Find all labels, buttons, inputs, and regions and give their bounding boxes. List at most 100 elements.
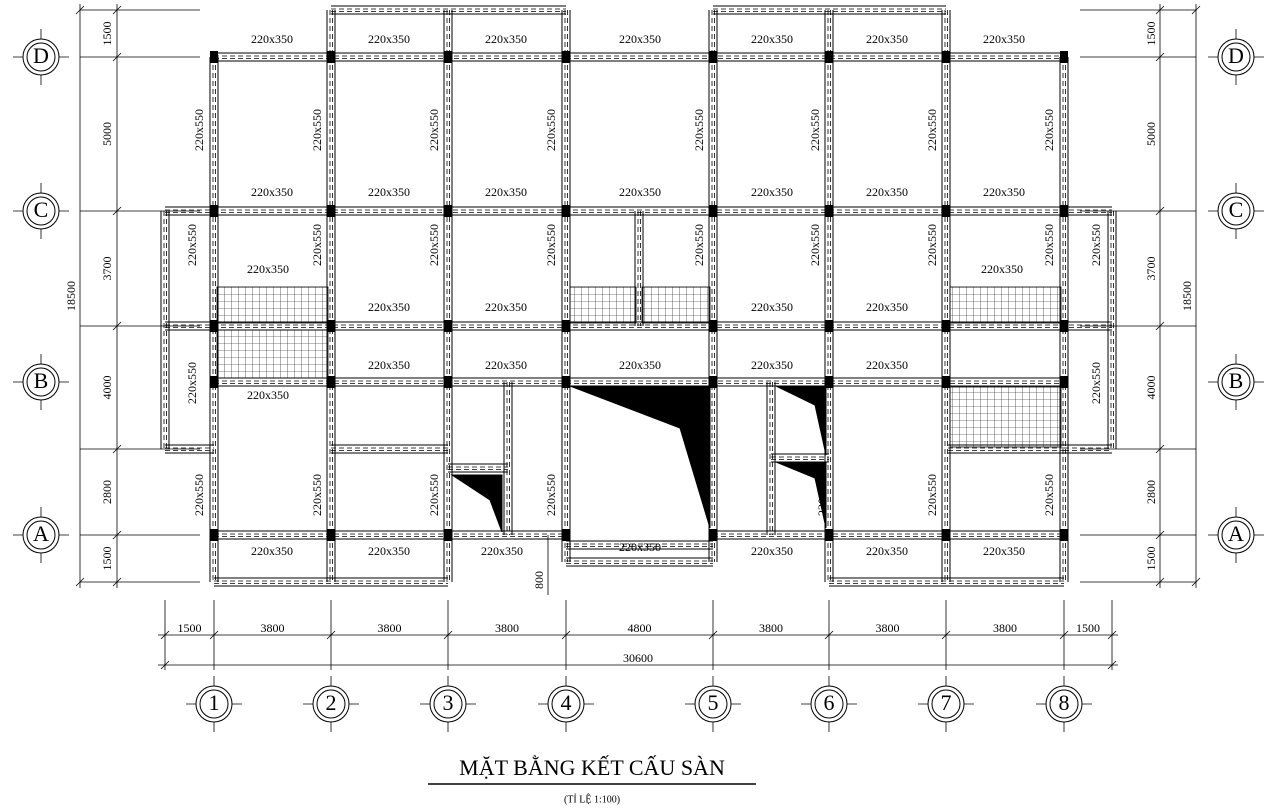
axis-label: D [1228,43,1244,68]
beam-axis [638,211,641,326]
dim-label: 30600 [623,651,653,665]
beam-label: 220x350 [866,358,908,372]
column [444,320,452,332]
column [825,51,833,63]
axis-label: C [1229,197,1244,222]
dim-label: 3800 [495,621,519,635]
dim-label: 3800 [378,621,402,635]
dim-label: 4800 [628,621,652,635]
beam-axis [712,57,715,535]
dim-label: 2800 [100,480,114,504]
beam-axis [1063,535,1066,582]
beam-label: 220x550 [544,474,558,516]
beam-label: 220x550 [808,109,822,151]
dim-label: 4000 [100,376,114,400]
axis-label: 6 [824,690,835,715]
beam-axis [829,581,1064,584]
beam-label: 220x550 [925,109,939,151]
beam-label: 220x550 [925,224,939,266]
beam [825,535,833,582]
beam-label: 220x350 [751,32,793,46]
column [562,376,570,388]
beam [942,535,950,582]
beam-label: 220x350 [619,540,661,554]
dim-label: 3800 [261,621,285,635]
beam-label: 220x350 [619,185,661,199]
beam-axis [447,10,450,57]
beam-label: 220x550 [1089,362,1103,404]
column [327,529,335,541]
beam-label: 220x350 [619,32,661,46]
beam [444,535,452,582]
opening [452,475,502,532]
axis-label: A [33,521,49,546]
axis-label: B [34,368,49,393]
beam-label: 220x550 [1042,224,1056,266]
dim-label: 18500 [1180,281,1194,311]
beam-label: 220x350 [251,544,293,558]
beam [504,382,512,535]
column [210,320,218,332]
column [942,320,950,332]
slab-hatch [217,287,328,323]
dim-label: 1500 [1144,22,1158,46]
dim-label: 1500 [178,621,202,635]
beam-axis [771,457,829,460]
axis-label: D [33,43,49,68]
slab-hatch [642,287,710,323]
dim-label: 3700 [1144,257,1158,281]
beam-label: 220x550 [544,109,558,151]
column [942,376,950,388]
beam [210,535,218,582]
column [825,320,833,332]
axis-label: C [34,197,49,222]
beam-label: 220x350 [751,185,793,199]
beam-axis [828,535,831,582]
beam-label: 220x350 [485,185,527,199]
beam [444,57,452,535]
axis-label: 1 [209,690,220,715]
beam-axis [945,535,948,582]
beam-label: 220x350 [251,32,293,46]
beam [709,10,717,57]
beam [214,531,566,539]
beam-label: 220x350 [368,544,410,558]
beam-axis [566,561,713,564]
beam-label: 220x350 [866,185,908,199]
beam-label: 220x550 [692,109,706,151]
beam-label: 220x350 [751,544,793,558]
beam-axis [214,381,1064,384]
beam [767,382,775,535]
beam-label: 220x550 [808,224,822,266]
beam [214,578,448,586]
beam-axis [330,57,333,535]
beam-axis [712,10,715,57]
axis-label: 5 [708,690,719,715]
beam-label: 220x550 [1089,224,1103,266]
beam-label: 220x550 [815,474,829,516]
beam [829,578,1064,586]
beam-label: 220x350 [368,358,410,372]
scale: (TỈ LỆ 1:100) [564,793,620,805]
beam-label: 220x350 [481,544,523,558]
column [942,205,950,217]
dim-label: 1500 [100,547,114,571]
column [709,529,717,541]
axis-label: 4 [561,690,572,715]
axis-label: 3 [443,690,454,715]
beam-label: 220x550 [1042,474,1056,516]
beam-label: 220x550 [544,224,558,266]
beam [1060,535,1068,582]
beam-axis [828,57,831,535]
beam-axis [331,9,566,12]
column [562,320,570,332]
beam [562,57,570,535]
column [562,51,570,63]
slab-hatch [217,330,328,378]
beam-axis [713,534,1064,537]
column [444,376,452,388]
beam-axis [945,57,948,535]
beam-label: 220x550 [185,362,199,404]
dim-label: 1500 [1144,547,1158,571]
beam-label: 220x350 [247,388,289,402]
